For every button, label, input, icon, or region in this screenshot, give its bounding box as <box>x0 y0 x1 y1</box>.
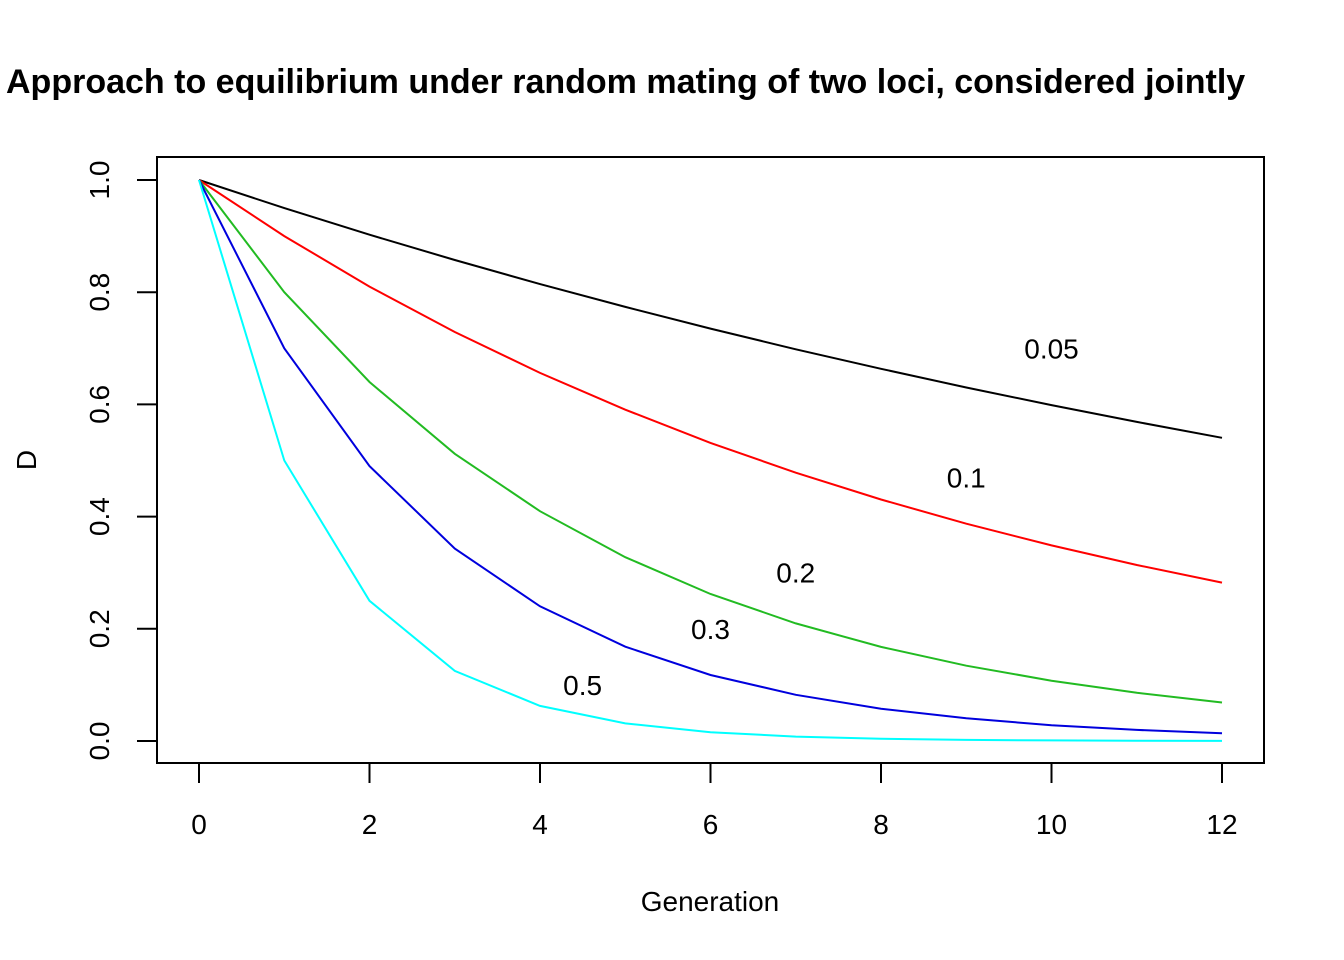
y-tick-label-4: 0.8 <box>84 273 115 312</box>
series-line-0.05 <box>198 179 1223 439</box>
plot-frame <box>156 156 1265 764</box>
y-tick-label-1: 0.2 <box>84 609 115 648</box>
series-label-0.1: 0.1 <box>947 462 986 493</box>
y-axis: 0.0 0.2 0.4 0.6 0.8 1.0 <box>84 161 157 761</box>
x-axis: 0 2 4 6 8 10 12 <box>191 763 1238 840</box>
series-labels: 0.05 0.1 0.2 0.3 0.5 <box>563 333 1079 701</box>
series-line-0.1 <box>198 179 1223 584</box>
series-label-0.3: 0.3 <box>691 614 730 645</box>
series-label-0.05: 0.05 <box>1024 333 1079 364</box>
x-axis-label: Generation <box>641 886 780 917</box>
series-line-0.2 <box>198 179 1223 704</box>
x-tick-label-5: 10 <box>1036 809 1067 840</box>
x-tick-label-0: 0 <box>191 809 207 840</box>
series-layer <box>198 179 1223 742</box>
x-tick-label-1: 2 <box>362 809 378 840</box>
chart-title: Approach to equilibrium under random mat… <box>6 63 1245 101</box>
x-tick-label-2: 4 <box>532 809 548 840</box>
x-tick-label-4: 8 <box>873 809 889 840</box>
y-tick-label-2: 0.4 <box>84 497 115 536</box>
x-tick-label-3: 6 <box>703 809 719 840</box>
series-line-0.5 <box>198 179 1223 742</box>
series-label-0.5: 0.5 <box>563 670 602 701</box>
y-tick-label-0: 0.0 <box>84 722 115 761</box>
series-line-0.3 <box>198 179 1223 735</box>
y-tick-label-3: 0.6 <box>84 385 115 424</box>
x-tick-label-6: 12 <box>1206 809 1237 840</box>
y-tick-label-5: 1.0 <box>84 161 115 200</box>
y-axis-label: D <box>11 450 42 470</box>
series-label-0.2: 0.2 <box>776 558 815 589</box>
